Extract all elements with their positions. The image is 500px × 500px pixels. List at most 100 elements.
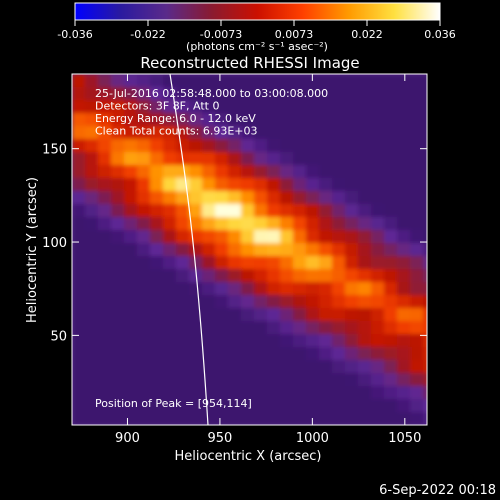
heatmap-cell (293, 386, 307, 400)
heatmap-cell (98, 386, 112, 400)
heatmap-cell (306, 373, 320, 387)
heatmap-cell (228, 87, 242, 101)
heatmap-cell (241, 191, 255, 205)
heatmap-cell (254, 412, 268, 425)
heatmap-cell (254, 243, 268, 257)
heatmap-cell (124, 165, 138, 179)
colorbar (74, 2, 441, 21)
heatmap-cell (319, 87, 333, 101)
heatmap-cell (176, 243, 190, 257)
heatmap-cell (176, 347, 190, 361)
heatmap-cell (72, 152, 86, 166)
heatmap-cell (176, 178, 190, 192)
colorbar-tick-label: -0.022 (130, 28, 165, 41)
heatmap-cell (98, 243, 112, 257)
heatmap-cell (254, 282, 268, 296)
heatmap-cell (228, 139, 242, 153)
heatmap-cell (215, 152, 229, 166)
heatmap-cell (98, 373, 112, 387)
heatmap-cell (163, 399, 177, 413)
x-tick-label: 1000 (296, 431, 329, 446)
heatmap-cell (137, 269, 151, 283)
heatmap-cell (280, 360, 294, 374)
heatmap-cell (124, 256, 138, 270)
heatmap-cell (397, 321, 411, 335)
heatmap-cell (150, 373, 164, 387)
heatmap-cell (111, 165, 125, 179)
heatmap-cell (137, 230, 151, 244)
heatmap-cell (371, 282, 385, 296)
colorbar-tick-label: 0.036 (424, 28, 456, 41)
heatmap-cell (397, 412, 411, 425)
heatmap-cell (189, 113, 203, 127)
heatmap-cell (150, 399, 164, 413)
heatmap-cell (241, 139, 255, 153)
heatmap-cell (384, 334, 398, 348)
heatmap-cell (215, 139, 229, 153)
heatmap-cell (397, 243, 411, 257)
heatmap-cell (345, 217, 359, 231)
heatmap-cell (384, 412, 398, 425)
heatmap-cell (306, 243, 320, 257)
heatmap-cell (410, 87, 424, 101)
heatmap-cell (267, 230, 281, 244)
heatmap-cell (410, 334, 424, 348)
heatmap-cell (176, 373, 190, 387)
heatmap-cell (254, 178, 268, 192)
heatmap-cell (397, 100, 411, 114)
heatmap-cell (137, 178, 151, 192)
heatmap-cell (228, 126, 242, 140)
heatmap-cell (202, 217, 216, 231)
heatmap-cell (254, 308, 268, 322)
heatmap-cell (254, 230, 268, 244)
heatmap-cell (241, 217, 255, 231)
heatmap-cell (241, 282, 255, 296)
heatmap-cell (124, 243, 138, 257)
heatmap-cell (163, 282, 177, 296)
heatmap-cell (267, 113, 281, 127)
heatmap-cell (371, 373, 385, 387)
heatmap-cell (319, 347, 333, 361)
heatmap-cell (137, 360, 151, 374)
heatmap-cell (241, 152, 255, 166)
heatmap-cell (371, 139, 385, 153)
heatmap-cell (202, 256, 216, 270)
heatmap-cell (176, 100, 190, 114)
heatmap-cell (423, 308, 427, 322)
heatmap-cell (332, 74, 346, 88)
heatmap-cell (98, 126, 112, 140)
heatmap-cell (254, 269, 268, 283)
heatmap-cell (254, 165, 268, 179)
heatmap-cell (150, 165, 164, 179)
heatmap-cell (202, 178, 216, 192)
heatmap-cell (306, 217, 320, 231)
heatmap-cell (293, 347, 307, 361)
heatmap-cell (267, 373, 281, 387)
heatmap-cell (85, 204, 99, 218)
heatmap-cell (215, 217, 229, 231)
heatmap-cells (72, 74, 427, 425)
annotation-line: Detectors: 3F 8F, Att 0 (95, 100, 219, 113)
heatmap-cell (189, 243, 203, 257)
heatmap-cell (267, 165, 281, 179)
heatmap-cell (241, 360, 255, 374)
heatmap-cell (267, 191, 281, 205)
heatmap-cell (306, 308, 320, 322)
heatmap-cell (111, 269, 125, 283)
heatmap-cell (293, 399, 307, 413)
heatmap-cell (215, 87, 229, 101)
heatmap-cell (410, 204, 424, 218)
heatmap-cell (306, 295, 320, 309)
heatmap-cell (267, 126, 281, 140)
heatmap-cell (397, 308, 411, 322)
heatmap-cell (124, 230, 138, 244)
heatmap-cell (345, 74, 359, 88)
heatmap-cell (137, 373, 151, 387)
heatmap-cell (85, 100, 99, 114)
heatmap-cell (384, 126, 398, 140)
heatmap-cell (241, 399, 255, 413)
heatmap-cell (397, 87, 411, 101)
heatmap-cell (150, 321, 164, 335)
heatmap-cell (423, 217, 427, 231)
heatmap-cell (267, 308, 281, 322)
